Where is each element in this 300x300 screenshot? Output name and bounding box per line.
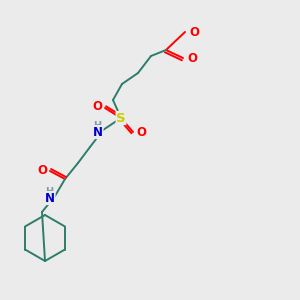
Text: H: H bbox=[45, 187, 53, 197]
Text: O: O bbox=[37, 164, 47, 178]
Text: N: N bbox=[93, 125, 103, 139]
Text: S: S bbox=[116, 112, 126, 124]
Text: O: O bbox=[136, 127, 146, 140]
Text: H: H bbox=[93, 121, 101, 131]
Text: O: O bbox=[92, 100, 102, 113]
Text: O: O bbox=[189, 26, 199, 38]
Text: O: O bbox=[187, 52, 197, 64]
Text: N: N bbox=[45, 191, 55, 205]
